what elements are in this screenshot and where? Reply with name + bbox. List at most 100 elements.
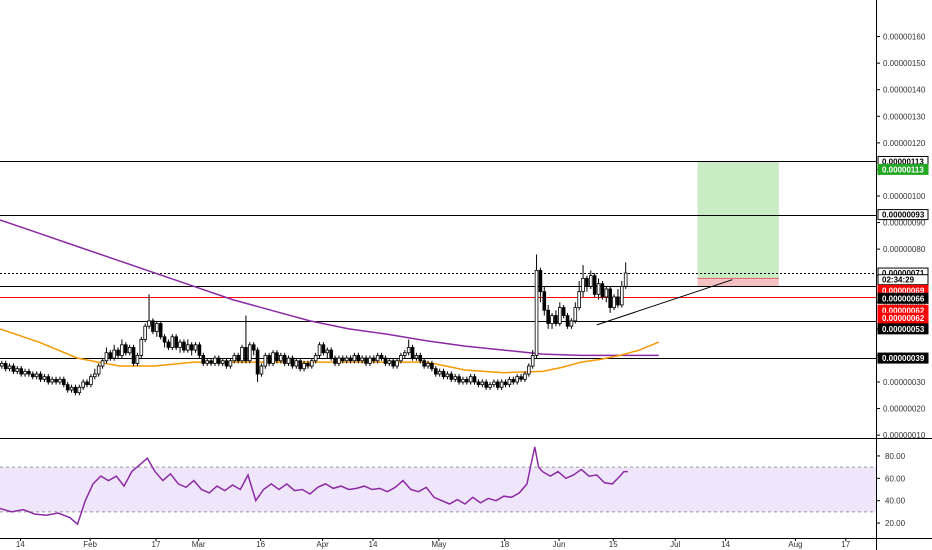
- candle[interactable]: [81, 379, 85, 390]
- candle[interactable]: [34, 371, 39, 380]
- candle[interactable]: [267, 352, 271, 367]
- candle[interactable]: [209, 358, 213, 367]
- candle[interactable]: [38, 371, 43, 382]
- trendline[interactable]: [596, 279, 733, 326]
- candle[interactable]: [356, 352, 361, 364]
- candle[interactable]: [538, 267, 543, 303]
- rsi-axis[interactable]: 80.00 60.00 40.00 20.00: [876, 452, 906, 528]
- candle[interactable]: [484, 379, 488, 390]
- candle[interactable]: [73, 384, 78, 396]
- candle[interactable]: [461, 376, 465, 385]
- candle[interactable]: [62, 376, 66, 388]
- candle[interactable]: [340, 355, 345, 364]
- candle[interactable]: [410, 344, 415, 361]
- candle[interactable]: [585, 275, 589, 292]
- candle[interactable]: [527, 363, 531, 377]
- candle[interactable]: [453, 374, 457, 382]
- candle[interactable]: [290, 355, 295, 369]
- candle[interactable]: [220, 358, 225, 367]
- candle[interactable]: [337, 355, 341, 367]
- candle[interactable]: [313, 352, 318, 364]
- candle[interactable]: [449, 371, 454, 382]
- candle[interactable]: [430, 360, 434, 372]
- candle[interactable]: [255, 347, 260, 382]
- candle[interactable]: [375, 352, 380, 364]
- candle[interactable]: [507, 376, 512, 388]
- candle[interactable]: [472, 374, 477, 385]
- candle[interactable]: [174, 334, 178, 351]
- candle[interactable]: [344, 355, 349, 364]
- candle[interactable]: [554, 310, 558, 327]
- candle[interactable]: [263, 352, 268, 369]
- candle[interactable]: [232, 352, 237, 364]
- candle[interactable]: [294, 358, 299, 369]
- candle[interactable]: [278, 352, 283, 364]
- candle[interactable]: [54, 376, 58, 385]
- candle[interactable]: [93, 368, 97, 380]
- candle[interactable]: [495, 379, 500, 390]
- candle[interactable]: [441, 368, 446, 380]
- candle[interactable]: [422, 358, 426, 369]
- candle[interactable]: [69, 384, 74, 393]
- candle[interactable]: [523, 371, 527, 382]
- candle[interactable]: [240, 344, 244, 364]
- candle[interactable]: [85, 379, 89, 388]
- candle[interactable]: [325, 347, 330, 359]
- candle[interactable]: [201, 352, 206, 367]
- candles[interactable]: [0, 254, 628, 396]
- candle[interactable]: [244, 315, 248, 364]
- candle[interactable]: [27, 368, 31, 377]
- candle[interactable]: [50, 376, 54, 385]
- candle[interactable]: [178, 339, 182, 353]
- candle[interactable]: [608, 286, 612, 313]
- candle[interactable]: [127, 344, 132, 356]
- candle[interactable]: [77, 384, 82, 396]
- candle[interactable]: [120, 339, 124, 359]
- candle[interactable]: [418, 352, 423, 364]
- candle[interactable]: [616, 288, 620, 308]
- candle[interactable]: [623, 262, 628, 289]
- candle[interactable]: [162, 334, 167, 348]
- candle[interactable]: [135, 352, 140, 367]
- candle[interactable]: [499, 379, 504, 390]
- candle[interactable]: [216, 355, 221, 367]
- candle[interactable]: [426, 360, 430, 369]
- candle[interactable]: [143, 323, 147, 343]
- candle[interactable]: [589, 270, 593, 289]
- candle[interactable]: [600, 281, 605, 300]
- candle[interactable]: [65, 381, 70, 393]
- candle[interactable]: [19, 366, 23, 377]
- candle[interactable]: [309, 358, 314, 369]
- candle[interactable]: [124, 342, 128, 356]
- candle[interactable]: [542, 286, 547, 316]
- candle[interactable]: [387, 358, 392, 367]
- candle[interactable]: [170, 334, 175, 351]
- candle[interactable]: [139, 336, 144, 359]
- candle[interactable]: [511, 376, 516, 385]
- candle[interactable]: [259, 363, 264, 377]
- price-lines[interactable]: [0, 161, 876, 359]
- candle[interactable]: [383, 355, 388, 367]
- candle[interactable]: [23, 368, 27, 377]
- candle[interactable]: [251, 342, 256, 356]
- candle[interactable]: [464, 376, 469, 385]
- candle[interactable]: [154, 320, 159, 337]
- candle[interactable]: [476, 379, 481, 388]
- candle[interactable]: [596, 278, 601, 300]
- candle[interactable]: [15, 366, 20, 375]
- candle[interactable]: [100, 358, 105, 369]
- candle[interactable]: [558, 302, 562, 327]
- candle[interactable]: [503, 379, 508, 388]
- candle[interactable]: [96, 363, 101, 377]
- candle[interactable]: [395, 358, 399, 369]
- candle[interactable]: [399, 352, 403, 364]
- candle[interactable]: [116, 347, 120, 359]
- candle[interactable]: [515, 374, 519, 385]
- candle[interactable]: [46, 374, 51, 385]
- candle[interactable]: [236, 352, 240, 364]
- candle[interactable]: [30, 371, 35, 380]
- candle[interactable]: [488, 381, 492, 390]
- candle[interactable]: [321, 342, 326, 356]
- candle[interactable]: [348, 355, 353, 364]
